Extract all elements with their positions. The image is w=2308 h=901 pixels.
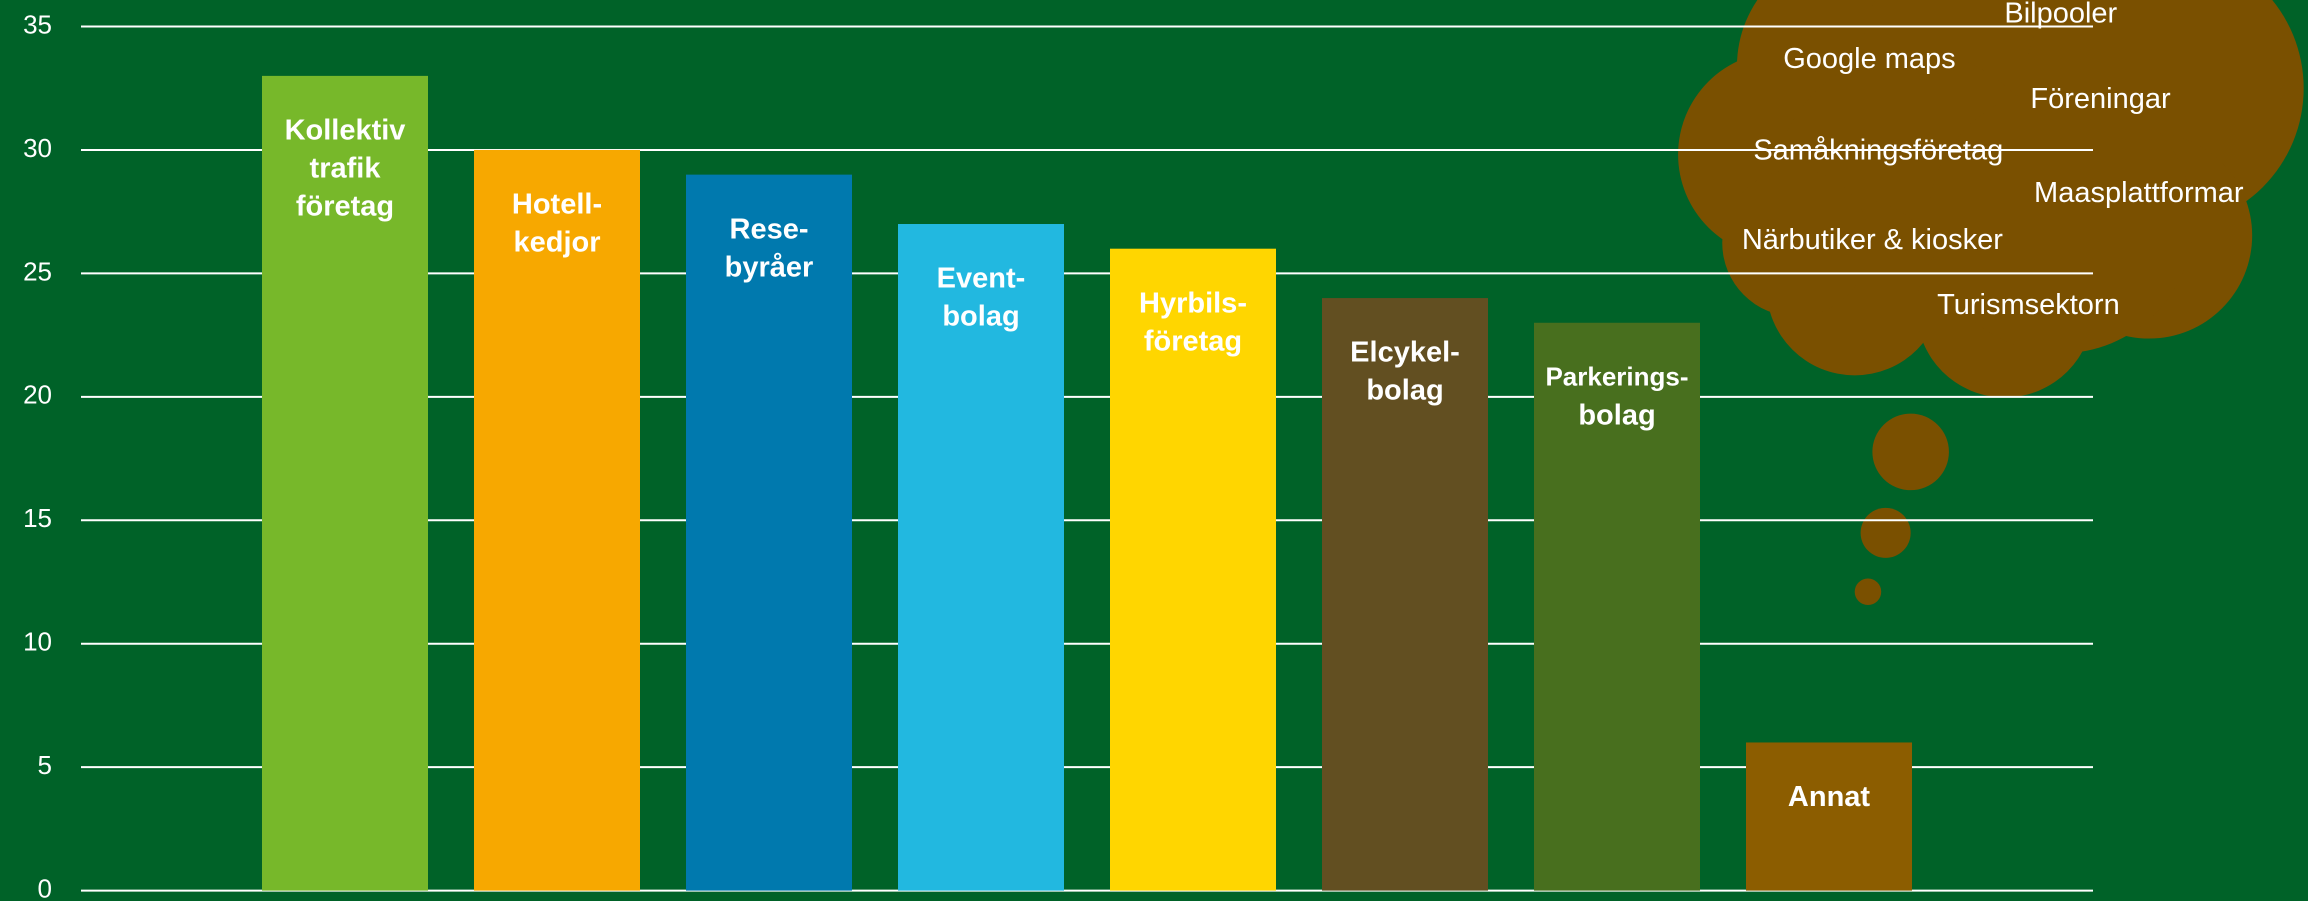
bar-label: Hyrbils- [1139, 287, 1247, 319]
cloud-word: Bilpooler [2004, 0, 2117, 29]
bar [262, 75, 428, 891]
bar-label: Elcykel- [1350, 337, 1460, 369]
bar [474, 149, 640, 891]
bar-label: trafik [310, 153, 382, 185]
bar-label: kedjor [513, 227, 600, 259]
bar [898, 224, 1064, 891]
bar-label: Parkerings- [1545, 362, 1688, 392]
bar-label: bolag [942, 301, 1019, 333]
cloud-word: Google maps [1783, 43, 1956, 75]
cloud-word: Samåkningsföretag [1753, 134, 2003, 166]
bar-label: byråer [725, 251, 814, 283]
y-tick-label: 10 [23, 627, 52, 657]
bar-label: Kollektiv [285, 115, 406, 147]
y-tick-label: 20 [23, 380, 52, 410]
cloud-word: Föreningar [2030, 83, 2171, 115]
y-tick-label: 5 [38, 750, 52, 780]
bar [1746, 742, 1912, 891]
bar-label: företag [296, 191, 394, 223]
cloud-word: Turismsektorn [1937, 289, 2120, 321]
cloud-word: Närbutiker & kiosker [1742, 224, 2003, 256]
bar-label: bolag [1578, 399, 1655, 431]
bar [686, 174, 852, 891]
bar-label: bolag [1366, 375, 1443, 407]
y-tick-label: 25 [23, 256, 52, 286]
bar-label: Rese- [730, 213, 809, 245]
bar-label: Annat [1788, 781, 1871, 813]
bar [1110, 248, 1276, 891]
bar-label: företag [1144, 325, 1242, 357]
bar-label: Event- [937, 263, 1026, 295]
thought-cloud [1678, 0, 2304, 605]
cloud-word: Maasplattformar [2034, 177, 2244, 209]
bar [1534, 322, 1700, 891]
y-tick-label: 15 [23, 503, 52, 533]
bar-label: Hotell- [512, 189, 602, 221]
bar [1322, 298, 1488, 891]
y-tick-label: 0 [38, 873, 52, 901]
y-tick-label: 30 [23, 133, 52, 163]
y-tick-label: 35 [23, 9, 52, 39]
